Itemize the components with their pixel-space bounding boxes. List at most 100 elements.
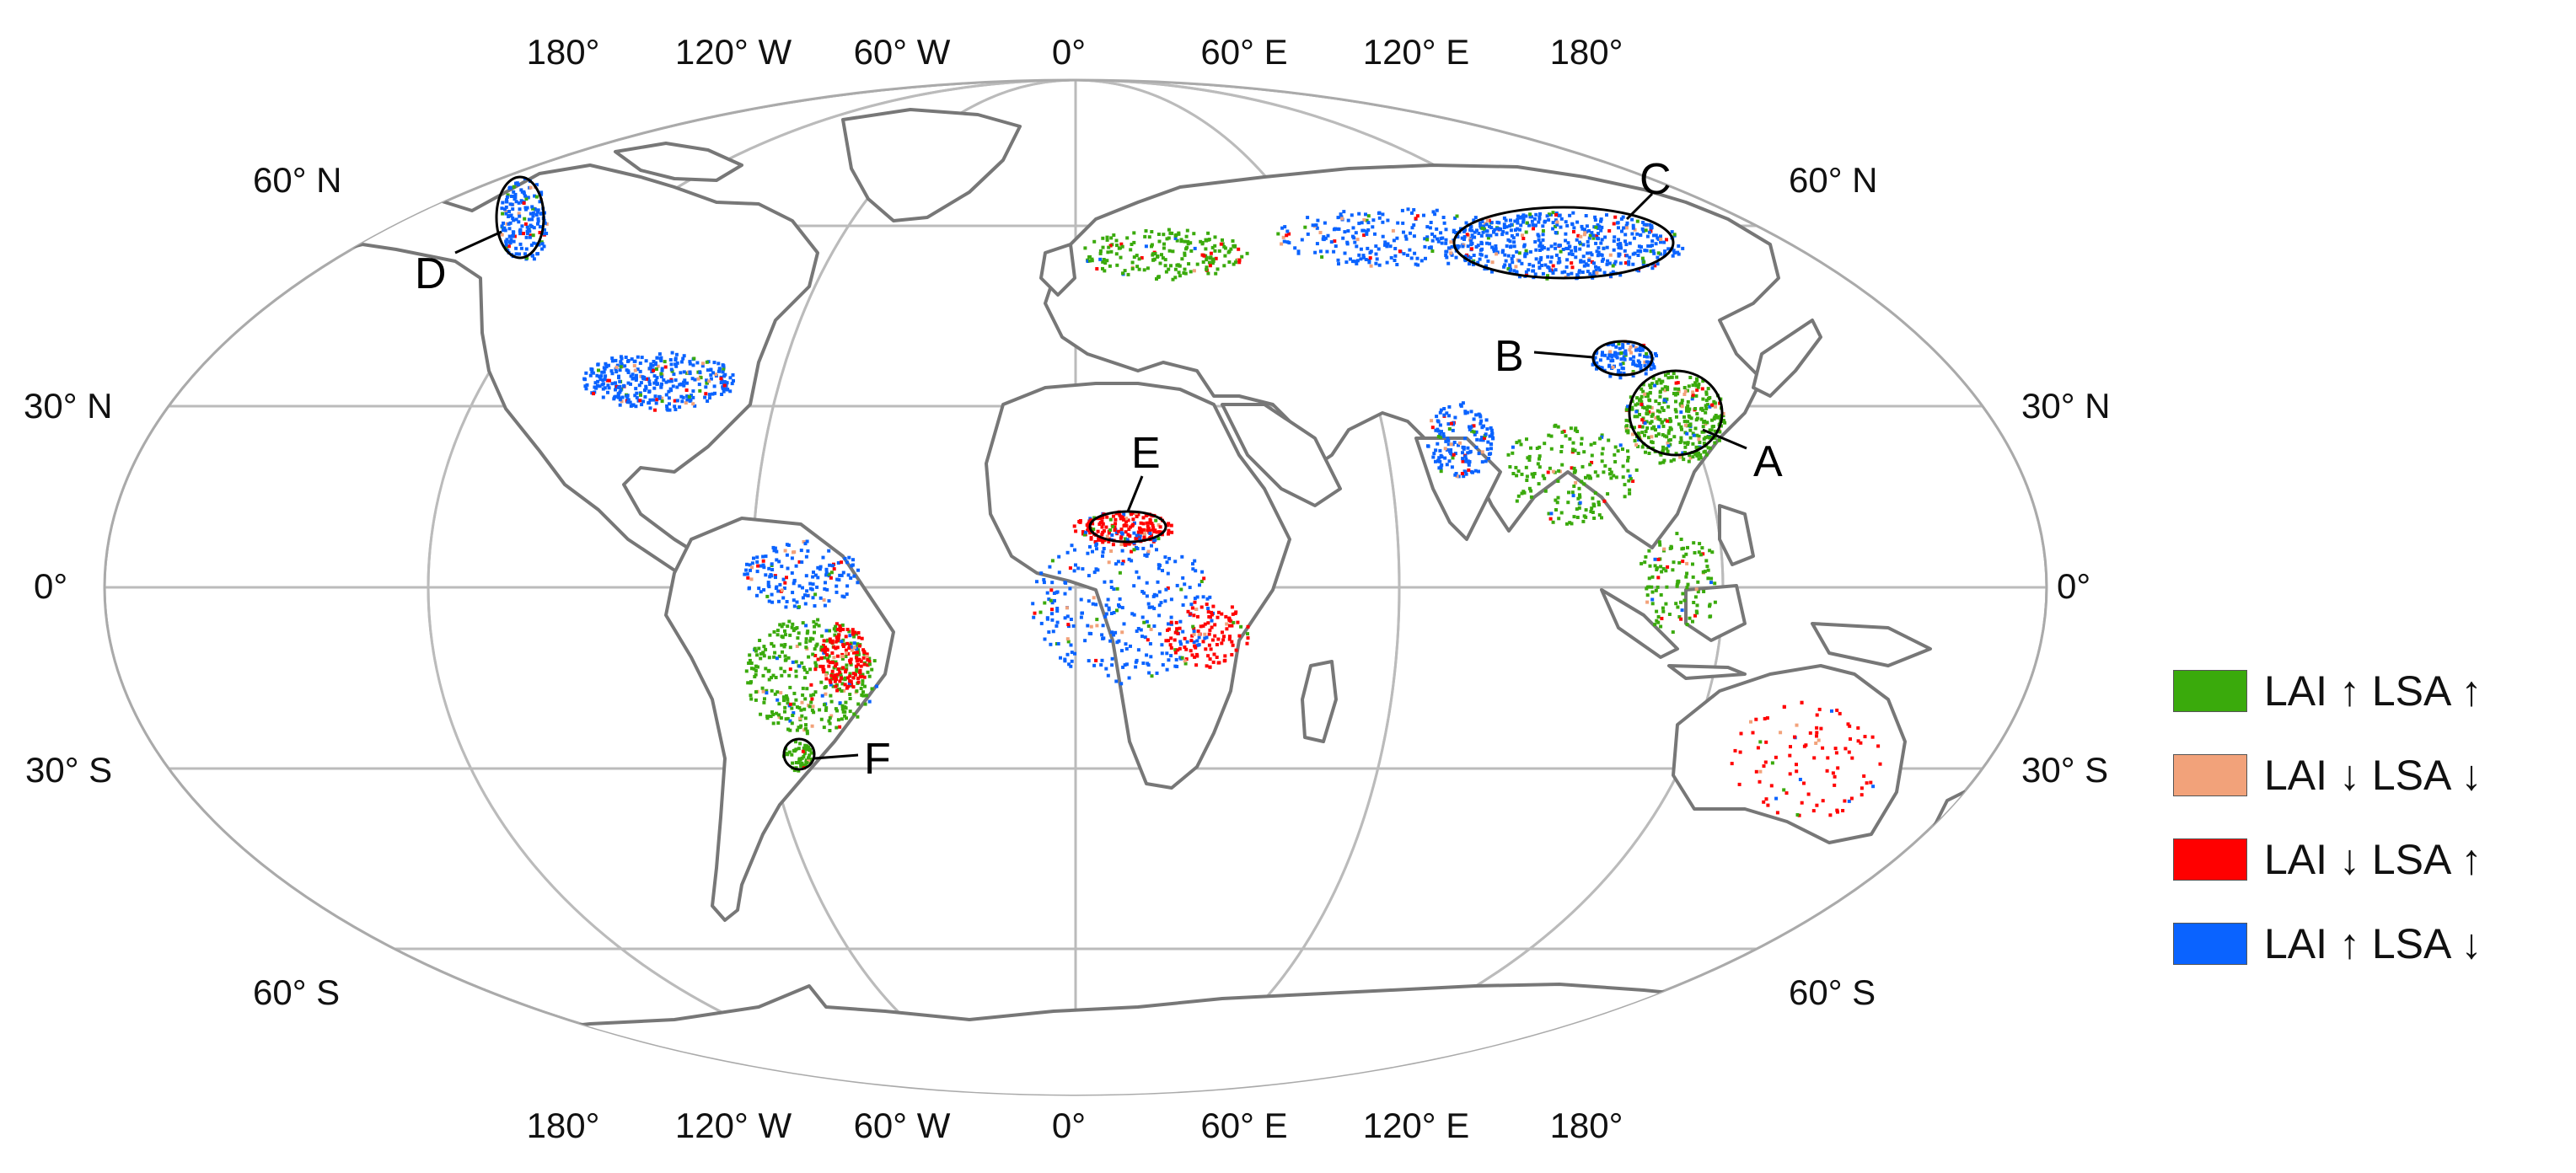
change-pixel [1664, 373, 1667, 378]
change-pixel [1043, 601, 1047, 605]
change-pixel [800, 560, 804, 565]
change-pixel [1496, 227, 1500, 231]
change-pixel [821, 643, 825, 647]
change-pixel [1433, 212, 1437, 217]
change-pixel [1472, 417, 1476, 421]
change-pixel [1108, 528, 1113, 532]
change-pixel [1588, 233, 1592, 238]
change-pixel [749, 568, 752, 572]
change-pixel [533, 194, 537, 198]
change-pixel [1444, 254, 1448, 257]
change-pixel [1472, 218, 1476, 222]
change-pixel [1586, 270, 1590, 274]
change-pixel [1560, 430, 1564, 434]
change-pixel [1073, 651, 1076, 656]
change-pixel [1193, 597, 1197, 601]
change-pixel [1592, 270, 1597, 274]
change-pixel [1190, 606, 1194, 610]
change-pixel [797, 706, 802, 710]
change-pixel [768, 633, 772, 637]
change-pixel [530, 254, 534, 258]
change-pixel [1089, 537, 1093, 541]
change-pixel [759, 564, 763, 568]
change-pixel [1666, 376, 1671, 380]
change-pixel [1442, 407, 1446, 410]
change-pixel [1573, 428, 1577, 432]
change-pixel [1584, 475, 1587, 479]
change-pixel [1463, 437, 1467, 441]
change-pixel [1551, 211, 1555, 215]
change-pixel [1635, 415, 1640, 419]
change-pixel [1661, 460, 1666, 464]
change-pixel [824, 685, 828, 688]
change-pixel [1627, 262, 1631, 266]
change-pixel [1621, 362, 1625, 366]
change-pixel [848, 693, 852, 696]
change-pixel [1685, 561, 1689, 565]
change-pixel [1663, 434, 1666, 438]
change-pixel [1174, 620, 1178, 624]
change-pixel [1710, 418, 1714, 422]
change-pixel [1659, 624, 1663, 629]
change-pixel [1643, 249, 1647, 253]
change-pixel [1341, 236, 1345, 240]
change-pixel [618, 368, 622, 372]
change-pixel [1515, 249, 1519, 254]
change-pixel [1371, 218, 1376, 222]
change-pixel [722, 367, 726, 372]
change-pixel [1586, 263, 1590, 267]
change-pixel [1461, 401, 1465, 405]
change-pixel [625, 394, 629, 398]
change-pixel [532, 241, 536, 245]
change-pixel [1479, 224, 1483, 228]
change-pixel [1473, 432, 1477, 437]
change-pixel [1126, 518, 1130, 522]
change-pixel [826, 657, 830, 661]
change-pixel [1629, 351, 1633, 355]
change-pixel [1797, 813, 1801, 817]
change-pixel [828, 729, 832, 732]
change-pixel [1524, 270, 1528, 274]
change-pixel [1138, 533, 1142, 538]
change-pixel [1130, 243, 1134, 246]
change-pixel [749, 694, 753, 698]
change-pixel [1193, 655, 1197, 659]
change-pixel [848, 710, 852, 714]
change-pixel [1802, 744, 1806, 748]
change-pixel [1186, 242, 1190, 246]
change-pixel [1057, 554, 1061, 559]
change-pixel [1098, 251, 1103, 255]
change-pixel [504, 239, 508, 244]
change-pixel [1624, 418, 1629, 422]
change-pixel [811, 575, 815, 579]
change-pixel [620, 362, 624, 366]
change-pixel [1209, 255, 1213, 260]
change-pixel [1230, 640, 1234, 644]
change-pixel [1136, 530, 1140, 534]
change-pixel [834, 629, 838, 633]
change-pixel [1538, 457, 1541, 461]
change-pixel [534, 213, 539, 217]
change-pixel [1179, 587, 1183, 592]
change-pixel [1541, 233, 1545, 237]
change-pixel [1151, 252, 1156, 256]
change-pixel [1513, 219, 1517, 223]
change-pixel [616, 385, 620, 389]
change-pixel [1371, 225, 1375, 229]
change-pixel [1416, 263, 1420, 267]
change-pixel [1640, 394, 1644, 399]
change-pixel [1688, 453, 1692, 458]
change-pixel [1630, 217, 1634, 222]
change-pixel [838, 679, 842, 683]
change-pixel [1469, 243, 1473, 247]
change-pixel [851, 676, 856, 680]
change-pixel [1693, 451, 1697, 455]
change-pixel [1089, 624, 1093, 629]
change-pixel [1073, 548, 1076, 552]
change-pixel [1198, 583, 1201, 587]
change-pixel [635, 377, 638, 381]
change-pixel [754, 698, 758, 702]
change-pixel [1802, 781, 1806, 785]
change-pixel [1709, 581, 1713, 585]
change-pixel [1074, 529, 1078, 533]
